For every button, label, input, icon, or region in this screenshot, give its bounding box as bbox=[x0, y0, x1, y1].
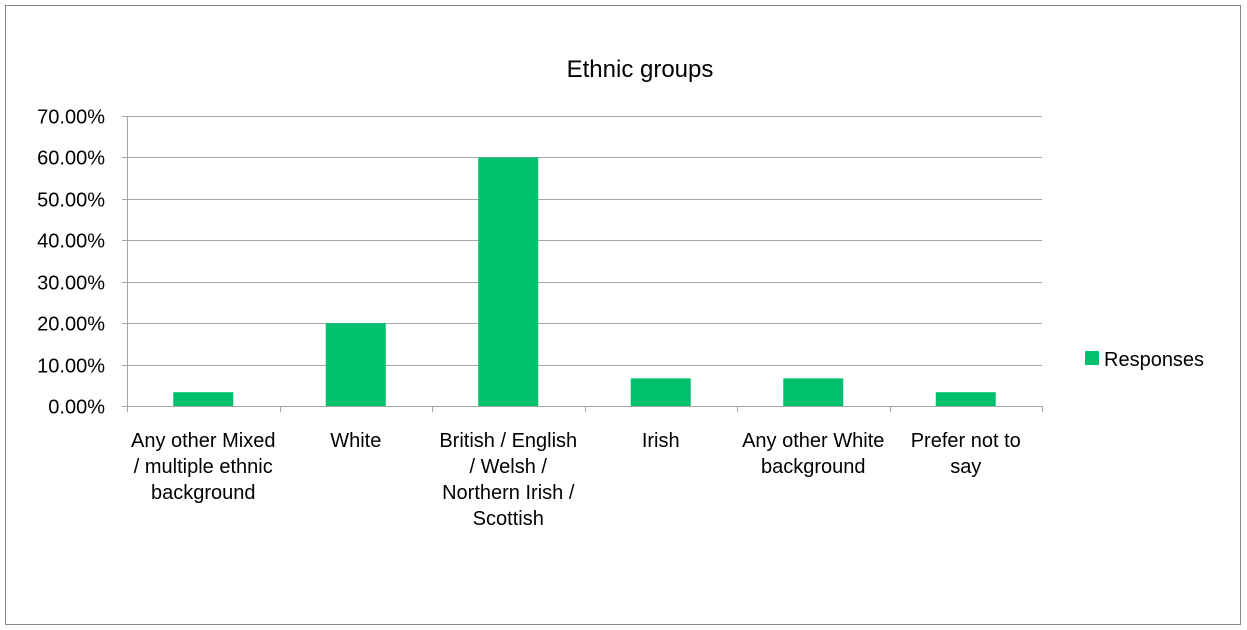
y-axis-tick-labels: 0.00% 10.00% 20.00% 30.00% 40.00% 50.00% 60.00… bbox=[37, 107, 105, 419]
y-tick-label: 70.00% bbox=[37, 107, 105, 129]
bar bbox=[478, 157, 539, 406]
chart-frame-border bbox=[5, 5, 1241, 625]
gridlines bbox=[127, 116, 1042, 366]
y-tick-label: 10.00% bbox=[37, 356, 105, 378]
y-tick-label: 40.00% bbox=[37, 231, 105, 253]
x-category-label: Any other White background bbox=[742, 430, 885, 478]
x-category-label: White bbox=[330, 430, 382, 452]
legend-swatch bbox=[1085, 351, 1099, 365]
bar bbox=[630, 378, 691, 406]
y-tick-label: 20.00% bbox=[37, 314, 105, 336]
bar bbox=[783, 378, 844, 406]
y-tick-label: 60.00% bbox=[37, 148, 105, 170]
x-category-label: Prefer not to say bbox=[910, 430, 1021, 478]
y-tick-label: 50.00% bbox=[37, 190, 105, 212]
x-axis bbox=[122, 116, 1043, 412]
bar bbox=[173, 392, 234, 406]
x-category-label: Irish bbox=[641, 430, 680, 452]
bar bbox=[935, 392, 996, 406]
x-category-label: British / English / Welsh / Northern Iri… bbox=[439, 430, 578, 530]
legend: Responses bbox=[1085, 349, 1204, 371]
y-tick-label: 0.00% bbox=[48, 397, 105, 419]
x-category-label: Any other Mixed / multiple ethnic backgr… bbox=[130, 430, 276, 504]
chart-title: Ethnic groups bbox=[567, 56, 714, 83]
bar bbox=[325, 323, 386, 406]
bars bbox=[173, 157, 996, 406]
legend-label: Responses bbox=[1104, 349, 1204, 371]
y-tick-label: 30.00% bbox=[37, 273, 105, 295]
